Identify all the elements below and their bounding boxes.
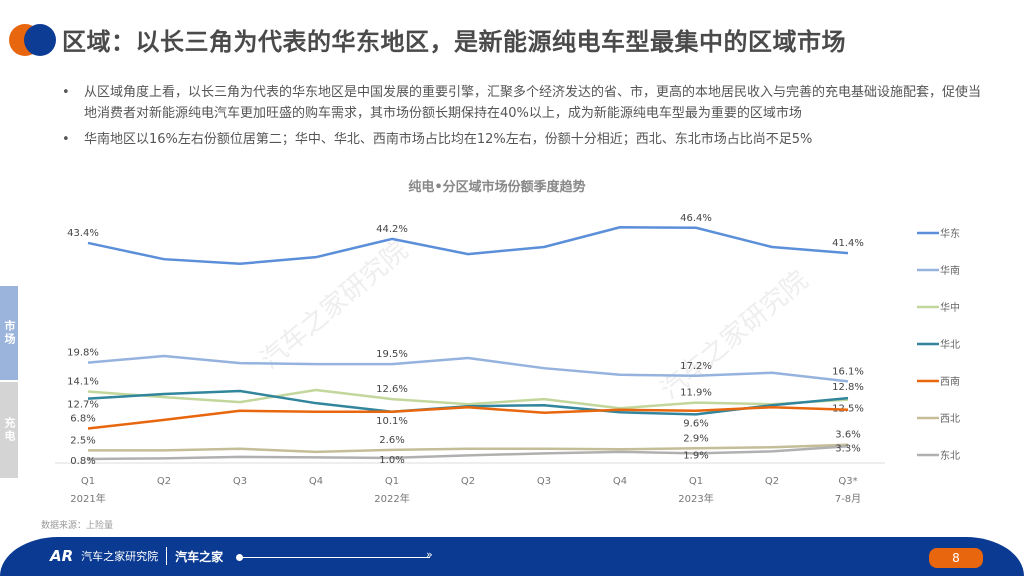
legend-label: 西北 [940, 413, 960, 425]
data-source: 数据来源：上险量 [41, 521, 114, 531]
x-tick-label: Q3 [233, 476, 247, 487]
brand-name: 汽车之家研究院 [81, 550, 159, 563]
brand-sub: 汽车之家 [175, 549, 224, 564]
data-label: 6.8% [70, 414, 95, 425]
data-label: 14.1% [67, 377, 99, 388]
data-label: 2.9% [683, 433, 708, 444]
arrow-line [236, 554, 430, 561]
x-tick-label: Q1 [385, 476, 399, 487]
x-tick-label: Q2 [461, 476, 475, 487]
bullet-list: • 从区域角度上看，以长三角为代表的华东地区是中国发展的重要引擎，汇聚多个经济发达… [62, 82, 992, 155]
legend-label: 华中 [940, 301, 960, 314]
data-label: 1.0% [379, 455, 404, 466]
data-label: 41.4% [832, 238, 864, 249]
x-tick-sublabel: 2023年 [678, 492, 713, 505]
series-line-西北 [88, 443, 849, 454]
x-tick-sublabel: 7-8月 [835, 493, 861, 505]
x-tick-label: Q2 [765, 476, 779, 487]
x-tick-sublabel: 2022年 [374, 492, 409, 505]
double-chevron-icon: » [426, 548, 433, 561]
data-label: 12.8% [832, 382, 864, 393]
x-tick-label: Q1 [689, 476, 703, 487]
data-label: 10.1% [376, 416, 408, 427]
x-tick-label: Q4 [613, 476, 627, 487]
data-label: 44.2% [376, 224, 408, 235]
page-title: 区域：以长三角为代表的华东地区，是新能源纯电车型最集中的区域市场 [62, 28, 846, 56]
data-label: 11.9% [680, 388, 712, 399]
x-tick-label: Q2 [157, 476, 171, 487]
legend-label: 华东 [940, 227, 960, 240]
data-label: 19.5% [376, 349, 408, 360]
brand-dots-icon [9, 24, 57, 56]
data-label: 1.9% [683, 450, 708, 461]
page-number: 8 [929, 548, 983, 568]
bullet-text: 华南地区以16%左右份额位居第二；华中、华北、西南市场占比均在12%左右，份额十… [84, 132, 813, 147]
data-label: 9.6% [683, 418, 708, 429]
data-label: 46.4% [680, 213, 712, 224]
data-label: 3.3% [835, 443, 860, 454]
data-label: 12.7% [67, 400, 99, 411]
legend-label: 西南 [940, 375, 960, 388]
series-line-华南 [87, 354, 849, 383]
data-label: 19.8% [67, 348, 99, 359]
watermark: 汽车之家研究院 [655, 265, 814, 405]
side-tab-charging: 充电 [0, 382, 18, 478]
data-label: 43.4% [67, 228, 99, 239]
data-label: 17.2% [680, 361, 712, 372]
chart-title: 纯电•分区域市场份额季度趋势 [408, 180, 586, 195]
brand-logo: AR [50, 547, 74, 565]
data-label: 3.6% [835, 430, 860, 441]
legend-label: 华南 [940, 264, 960, 277]
x-tick-label: Q4 [309, 476, 323, 487]
data-label: 0.8% [70, 456, 95, 467]
x-tick-label: Q3 [537, 476, 551, 487]
x-tick-sublabel: 2021年 [70, 492, 105, 505]
bullet-text: 从区域角度上看，以长三角为代表的华东地区是中国发展的重要引擎，汇聚多个经济发达的… [84, 85, 982, 121]
data-label: 2.5% [70, 435, 95, 446]
bullet-item: • 华南地区以16%左右份额位居第二；华中、华北、西南市场占比均在12%左右，份额… [62, 129, 992, 150]
x-tick-label: Q1 [81, 476, 95, 487]
legend-label: 东北 [940, 449, 960, 462]
data-label: 2.6% [379, 435, 404, 446]
bullet-item: • 从区域角度上看，以长三角为代表的华东地区是中国发展的重要引擎，汇聚多个经济发达… [62, 82, 992, 124]
footer-bar: AR 汽车之家研究院 汽车之家 » [0, 537, 1024, 576]
legend-label: 华北 [940, 338, 960, 351]
data-label: 12.6% [376, 384, 408, 395]
series-line-华东 [87, 225, 849, 265]
side-tab-market: 市场 [0, 286, 18, 380]
data-label: 16.1% [832, 366, 864, 377]
x-tick-label: Q3* [838, 476, 857, 487]
footer-brand: AR 汽车之家研究院 汽车之家 [50, 547, 223, 565]
